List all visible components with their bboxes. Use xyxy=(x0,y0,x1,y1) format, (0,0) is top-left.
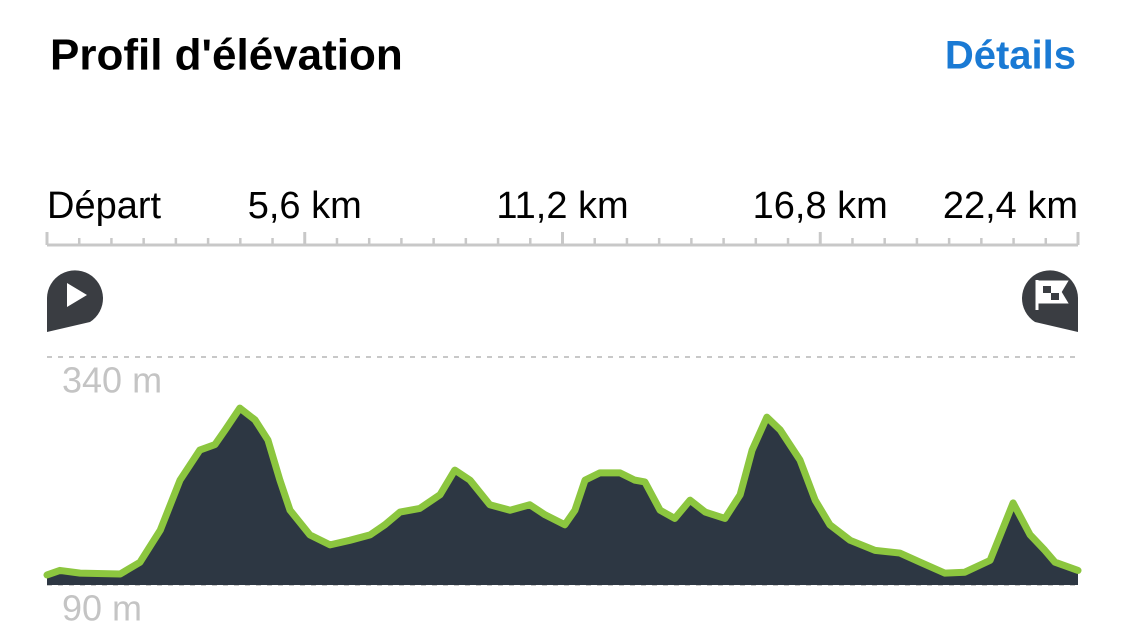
elevation-area xyxy=(47,408,1078,585)
details-link[interactable]: Détails xyxy=(945,34,1076,78)
start-marker xyxy=(47,270,103,332)
x-tick-label: 16,8 km xyxy=(753,185,888,227)
elevation-line xyxy=(43,404,1082,579)
x-tick-label: 5,6 km xyxy=(248,185,362,227)
x-tick-label: 22,4 km xyxy=(943,185,1078,227)
x-tick-label: Départ xyxy=(47,185,161,227)
finish-marker xyxy=(1022,270,1078,332)
title: Profil d'élévation xyxy=(50,31,403,80)
x-tick-label: 11,2 km xyxy=(496,185,628,227)
y-tick-label: 340 m xyxy=(62,360,162,401)
y-tick-label: 90 m xyxy=(62,588,142,629)
